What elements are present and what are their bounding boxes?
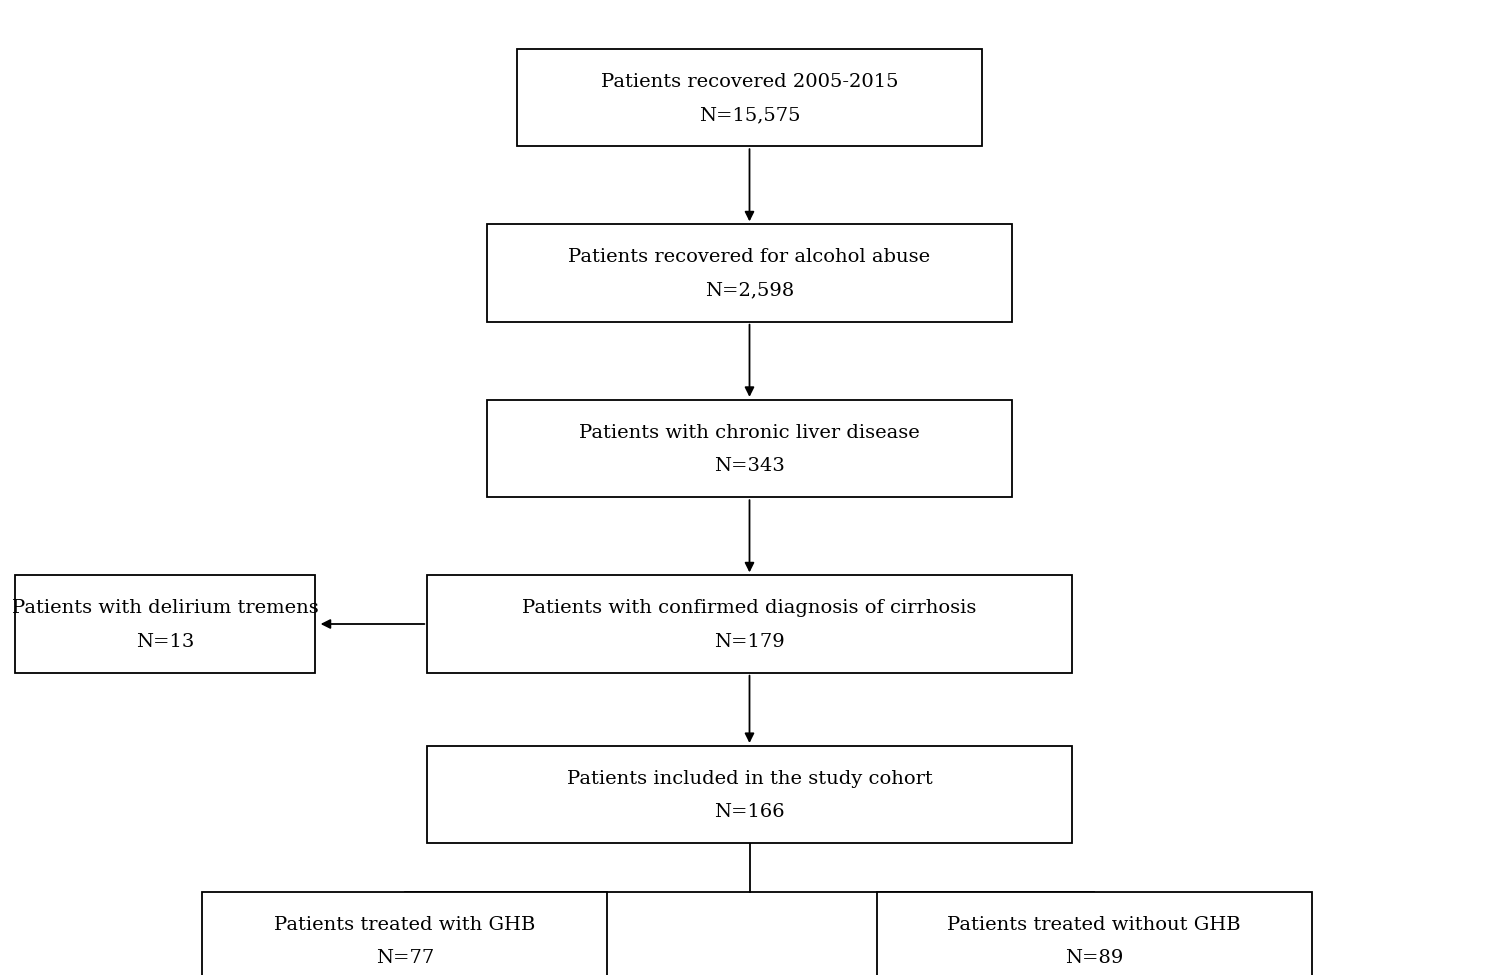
FancyBboxPatch shape xyxy=(427,575,1072,673)
Text: N=15,575: N=15,575 xyxy=(699,106,800,124)
FancyBboxPatch shape xyxy=(877,892,1312,975)
Text: N=13: N=13 xyxy=(136,633,193,650)
Text: Patients with delirium tremens: Patients with delirium tremens xyxy=(12,600,318,617)
FancyBboxPatch shape xyxy=(202,892,607,975)
FancyBboxPatch shape xyxy=(487,400,1012,497)
Text: Patients included in the study cohort: Patients included in the study cohort xyxy=(567,770,932,788)
Text: N=89: N=89 xyxy=(1066,950,1123,967)
Text: Patients treated without GHB: Patients treated without GHB xyxy=(947,916,1241,934)
FancyBboxPatch shape xyxy=(15,575,315,673)
Text: N=166: N=166 xyxy=(714,803,785,821)
Text: N=343: N=343 xyxy=(714,457,785,475)
Text: Patients recovered for alcohol abuse: Patients recovered for alcohol abuse xyxy=(568,249,931,266)
Text: Patients with confirmed diagnosis of cirrhosis: Patients with confirmed diagnosis of cir… xyxy=(522,600,977,617)
FancyBboxPatch shape xyxy=(517,49,982,146)
Text: N=179: N=179 xyxy=(714,633,785,650)
FancyBboxPatch shape xyxy=(487,224,1012,322)
Text: N=2,598: N=2,598 xyxy=(705,282,794,299)
Text: Patients recovered 2005-2015: Patients recovered 2005-2015 xyxy=(601,73,898,91)
Text: Patients treated with GHB: Patients treated with GHB xyxy=(274,916,535,934)
Text: Patients with chronic liver disease: Patients with chronic liver disease xyxy=(579,424,920,442)
Text: N=77: N=77 xyxy=(376,950,433,967)
FancyBboxPatch shape xyxy=(427,746,1072,843)
